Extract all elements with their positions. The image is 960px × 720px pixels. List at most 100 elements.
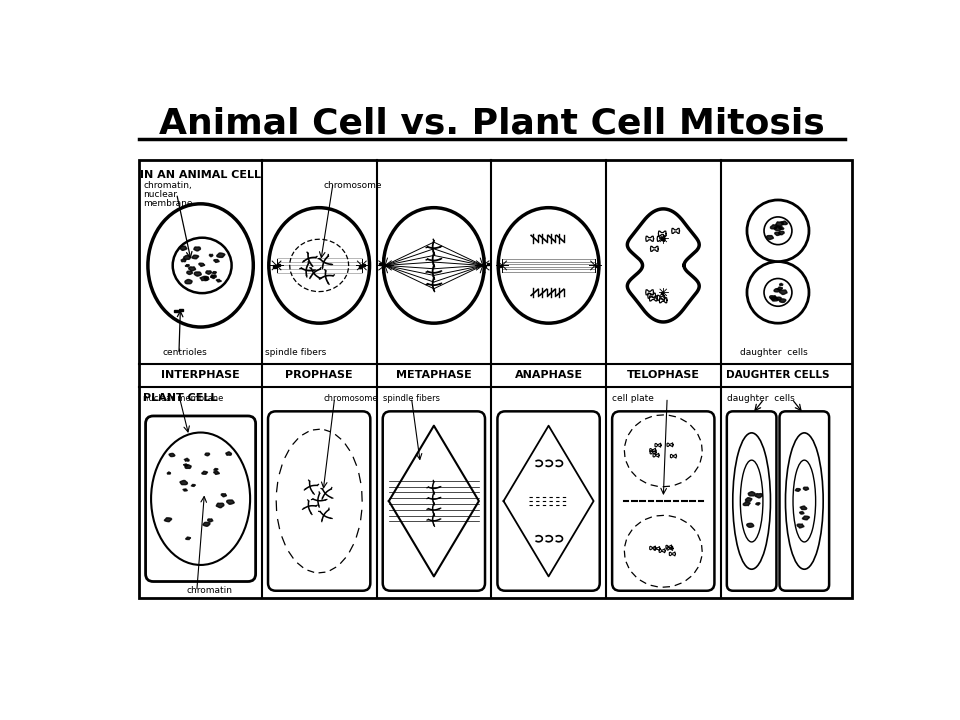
- Text: nuclear: nuclear: [143, 190, 178, 199]
- Ellipse shape: [269, 207, 370, 323]
- Text: cell plate: cell plate: [612, 395, 654, 403]
- Polygon shape: [192, 255, 199, 258]
- Polygon shape: [217, 253, 225, 258]
- Ellipse shape: [732, 433, 771, 570]
- Bar: [277, 264, 279, 266]
- Bar: [660, 292, 663, 294]
- Polygon shape: [187, 271, 192, 274]
- Polygon shape: [207, 519, 213, 522]
- Polygon shape: [796, 489, 801, 491]
- Text: PROPHASE: PROPHASE: [285, 370, 353, 380]
- Text: METAPHASE: METAPHASE: [396, 370, 471, 380]
- Polygon shape: [780, 290, 787, 294]
- Polygon shape: [214, 469, 218, 470]
- Polygon shape: [770, 296, 777, 300]
- Text: spindle fibers: spindle fibers: [383, 395, 440, 403]
- Polygon shape: [181, 258, 186, 262]
- Polygon shape: [743, 502, 751, 505]
- Polygon shape: [747, 523, 754, 527]
- Polygon shape: [210, 275, 216, 279]
- Polygon shape: [756, 503, 760, 505]
- Polygon shape: [804, 487, 808, 490]
- Polygon shape: [185, 464, 191, 469]
- Text: spindle fibers: spindle fibers: [265, 348, 326, 357]
- Polygon shape: [164, 518, 172, 522]
- Polygon shape: [212, 271, 216, 274]
- Polygon shape: [777, 297, 781, 300]
- Text: TELOPHASE: TELOPHASE: [627, 370, 700, 380]
- Polygon shape: [803, 516, 809, 520]
- Polygon shape: [183, 464, 187, 466]
- Polygon shape: [204, 277, 209, 280]
- Ellipse shape: [747, 261, 809, 323]
- Polygon shape: [756, 494, 762, 498]
- Polygon shape: [191, 485, 195, 487]
- Polygon shape: [209, 254, 213, 257]
- Text: daughter  cells: daughter cells: [740, 348, 808, 357]
- Text: chromatin,: chromatin,: [143, 181, 192, 190]
- Polygon shape: [204, 276, 208, 279]
- FancyBboxPatch shape: [383, 411, 485, 590]
- Polygon shape: [748, 492, 756, 496]
- Polygon shape: [199, 263, 204, 266]
- Ellipse shape: [764, 217, 792, 245]
- Ellipse shape: [151, 433, 251, 565]
- Ellipse shape: [498, 207, 599, 323]
- Polygon shape: [227, 500, 234, 504]
- Polygon shape: [205, 271, 211, 274]
- FancyBboxPatch shape: [146, 416, 255, 582]
- Bar: [596, 265, 598, 267]
- Polygon shape: [771, 297, 779, 301]
- Text: IN AN ANIMAL CELL: IN AN ANIMAL CELL: [140, 171, 261, 180]
- Polygon shape: [627, 209, 699, 322]
- Ellipse shape: [383, 207, 484, 323]
- Polygon shape: [184, 459, 189, 462]
- Polygon shape: [780, 299, 786, 302]
- Polygon shape: [201, 276, 207, 281]
- Polygon shape: [781, 221, 787, 225]
- Polygon shape: [775, 233, 780, 235]
- Text: chromatin: chromatin: [186, 585, 232, 595]
- Text: chromosome: chromosome: [324, 181, 381, 190]
- Polygon shape: [180, 246, 187, 251]
- Polygon shape: [226, 452, 231, 455]
- Polygon shape: [766, 235, 774, 240]
- Bar: [484, 265, 486, 267]
- Polygon shape: [780, 284, 782, 286]
- Ellipse shape: [740, 460, 763, 542]
- Polygon shape: [771, 225, 778, 229]
- Polygon shape: [203, 522, 210, 526]
- Polygon shape: [779, 231, 784, 235]
- Text: Animal Cell vs. Plant Cell Mitosis: Animal Cell vs. Plant Cell Mitosis: [159, 107, 825, 140]
- Polygon shape: [778, 287, 782, 289]
- Polygon shape: [183, 256, 190, 259]
- Bar: [499, 265, 501, 267]
- Text: PLANT CELL: PLANT CELL: [143, 393, 218, 403]
- Polygon shape: [211, 276, 215, 277]
- Bar: [274, 266, 276, 268]
- Bar: [487, 263, 489, 266]
- Polygon shape: [202, 472, 207, 474]
- Polygon shape: [186, 537, 191, 539]
- Polygon shape: [185, 279, 192, 284]
- Polygon shape: [801, 506, 806, 510]
- Text: membrane: membrane: [143, 199, 193, 208]
- Polygon shape: [183, 489, 187, 491]
- Polygon shape: [774, 289, 780, 292]
- FancyBboxPatch shape: [268, 411, 371, 590]
- Ellipse shape: [793, 460, 816, 542]
- Polygon shape: [775, 226, 781, 230]
- Polygon shape: [180, 480, 187, 485]
- Polygon shape: [222, 494, 227, 497]
- Ellipse shape: [747, 200, 809, 261]
- Text: DAUGHTER CELLS: DAUGHTER CELLS: [726, 370, 829, 380]
- FancyBboxPatch shape: [612, 411, 714, 590]
- Ellipse shape: [148, 204, 253, 327]
- Bar: [359, 266, 361, 268]
- FancyBboxPatch shape: [727, 411, 777, 590]
- Polygon shape: [216, 503, 224, 508]
- Polygon shape: [214, 260, 219, 262]
- Polygon shape: [800, 512, 804, 514]
- FancyBboxPatch shape: [497, 411, 600, 590]
- Ellipse shape: [785, 433, 823, 570]
